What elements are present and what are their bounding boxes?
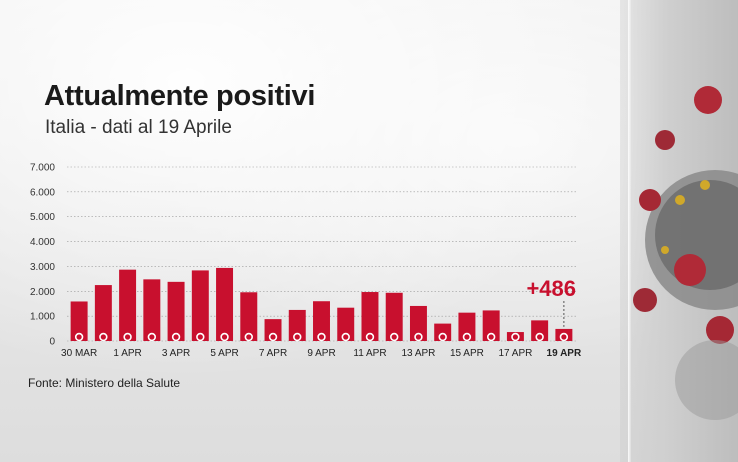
bar-marker xyxy=(365,332,375,342)
bar xyxy=(531,320,549,341)
panel-divider xyxy=(628,0,631,462)
chart-title: Attualmente positivi xyxy=(44,80,316,112)
x-tick-label: 5 APR xyxy=(210,348,238,359)
bar xyxy=(337,307,355,341)
bar xyxy=(385,292,403,341)
x-axis-ticks: 30 MAR 1 APR 3 APR 5 APR 7 APR 9 APR 11 APR 13 … xyxy=(61,348,582,359)
bar-marker xyxy=(341,332,350,342)
bar-marker xyxy=(438,332,447,342)
bar xyxy=(288,309,306,341)
chart-subtitle: Italia - dati al 19 Aprile xyxy=(45,117,232,138)
annotation-label: +486 xyxy=(526,276,576,301)
x-tick-label: 30 MAR xyxy=(61,348,97,359)
x-tick-label: 11 APR xyxy=(353,348,386,359)
bar xyxy=(167,281,185,341)
bar-marker xyxy=(171,332,181,342)
x-tick-label: 17 APR xyxy=(498,348,532,359)
x-tick-label: 9 APR xyxy=(307,348,335,359)
bar xyxy=(119,269,137,341)
y-tick-label: 5.000 xyxy=(30,212,55,223)
bar xyxy=(94,285,112,341)
bar xyxy=(70,301,88,341)
x-tick-label: 3 APR xyxy=(162,348,190,359)
bar-marker xyxy=(511,332,520,342)
y-axis-ticks: 0 1.000 2.000 3.000 4.000 5.000 6.000 7.000 xyxy=(30,163,55,348)
bar-marker xyxy=(74,332,84,342)
bar xyxy=(143,279,161,341)
x-tick-label: 15 APR xyxy=(450,348,484,359)
y-tick-label: 4.000 xyxy=(30,237,55,248)
bar xyxy=(506,332,524,341)
bar xyxy=(434,323,452,341)
bar-marker xyxy=(293,332,302,342)
bar-marker xyxy=(99,332,108,342)
bar-marker xyxy=(220,332,229,342)
bar xyxy=(264,319,282,341)
virus-illustration xyxy=(633,86,738,420)
x-tick-label: 19 APR xyxy=(547,348,582,359)
x-tick-label: 7 APR xyxy=(259,348,287,359)
x-tick-label: 13 APR xyxy=(401,348,435,359)
x-tick-label: 1 APR xyxy=(113,348,141,359)
bar-marker xyxy=(535,332,544,342)
virus-image xyxy=(620,0,738,462)
y-tick-label: 0 xyxy=(49,337,55,348)
bar xyxy=(482,310,500,341)
bar xyxy=(458,312,476,341)
bar-marker xyxy=(414,332,423,342)
y-tick-label: 1.000 xyxy=(30,312,55,323)
bar-marker xyxy=(317,332,326,342)
bar-marker xyxy=(390,332,399,342)
bar-marker xyxy=(196,332,205,342)
bar-marker xyxy=(147,332,157,342)
bar xyxy=(361,292,379,341)
annotation: +486 xyxy=(526,276,576,327)
y-tick-label: 6.000 xyxy=(30,187,55,198)
bar xyxy=(216,267,234,341)
source-note: Fonte: Ministero della Salute xyxy=(28,376,181,390)
y-tick-label: 2.000 xyxy=(30,287,55,298)
bars xyxy=(70,267,573,342)
bar-marker xyxy=(462,332,472,342)
bar xyxy=(313,301,330,341)
y-tick-label: 3.000 xyxy=(30,262,55,273)
bar-marker xyxy=(268,332,278,342)
bar xyxy=(555,328,573,341)
bar-marker xyxy=(244,332,253,342)
bar xyxy=(191,270,209,341)
bar xyxy=(240,292,258,341)
bar-marker xyxy=(123,332,132,342)
bar-marker xyxy=(559,332,569,342)
y-tick-label: 7.000 xyxy=(30,163,55,174)
bar xyxy=(409,305,427,341)
bar-marker xyxy=(486,332,496,342)
